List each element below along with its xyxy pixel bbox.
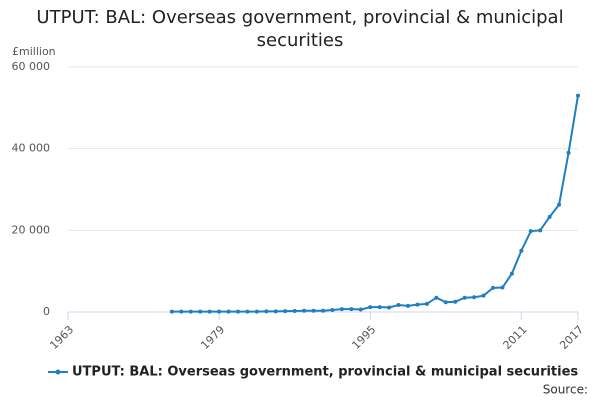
point — [406, 303, 410, 308]
x-tick-label: 2017 — [557, 323, 586, 352]
point — [226, 309, 231, 314]
point — [443, 300, 448, 305]
point — [434, 295, 439, 300]
point — [424, 301, 429, 306]
point — [207, 309, 212, 314]
point — [349, 307, 354, 312]
point — [273, 309, 278, 314]
source: Source: — [543, 383, 588, 397]
point — [396, 303, 401, 308]
point — [358, 307, 363, 312]
point — [547, 214, 552, 219]
point — [245, 309, 250, 314]
point — [509, 271, 514, 276]
point — [292, 308, 297, 313]
point — [311, 308, 316, 313]
point — [500, 285, 505, 290]
y-tick-label: 60 000 — [12, 60, 51, 73]
point — [453, 299, 458, 304]
point — [217, 309, 222, 314]
y-axis-label: £million — [12, 45, 56, 58]
x-tick-label: 1979 — [198, 323, 227, 352]
point — [387, 305, 392, 310]
point — [254, 309, 259, 314]
point — [264, 309, 269, 314]
point — [538, 228, 543, 233]
x-tick-label: 2011 — [501, 323, 530, 352]
x-tick-label: 1963 — [47, 323, 76, 352]
x-tick-label: 1995 — [349, 323, 378, 352]
point — [169, 309, 174, 314]
y-tick-label: 40 000 — [12, 142, 51, 155]
point — [557, 202, 562, 207]
point — [377, 305, 382, 310]
point — [491, 285, 495, 290]
point — [339, 307, 344, 312]
point — [198, 309, 203, 314]
line — [171, 95, 579, 313]
point — [566, 150, 571, 155]
legend-label: UTPUT: BAL: Overseas government, provinc… — [72, 365, 578, 380]
y-tick-label: 0 — [43, 305, 50, 318]
point — [283, 309, 288, 314]
point — [528, 229, 533, 234]
point — [481, 293, 486, 298]
point — [576, 93, 580, 98]
point — [472, 295, 477, 300]
point — [321, 308, 325, 313]
point — [330, 307, 335, 312]
chart-title: UTPUT: BAL: Overseas government, provinc… — [36, 7, 564, 51]
y-tick-label: 20 000 — [12, 223, 51, 236]
point — [462, 295, 467, 300]
point — [519, 248, 524, 253]
point — [236, 309, 240, 314]
point — [368, 305, 373, 310]
legend-marker — [55, 369, 61, 375]
point — [415, 302, 420, 307]
point — [302, 308, 307, 313]
point — [179, 309, 184, 314]
point — [188, 309, 193, 314]
